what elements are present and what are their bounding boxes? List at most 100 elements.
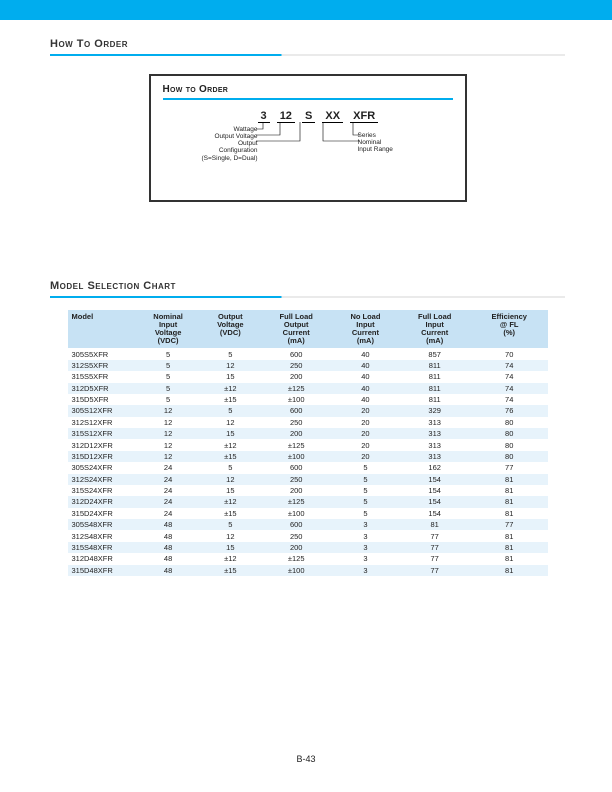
table-cell: ±12: [201, 383, 260, 394]
table-cell: 81: [471, 530, 548, 541]
table-cell: 315S24XFR: [68, 485, 136, 496]
table-cell: 811: [398, 360, 470, 371]
label-input-range: Nominal Input Range: [358, 139, 428, 153]
table-cell: 48: [136, 553, 201, 564]
model-selection-section: Model Selection Chart ModelNominal Input…: [50, 280, 565, 576]
table-cell: 154: [398, 485, 470, 496]
table-cell: 20: [332, 451, 398, 462]
how-to-order-section: How To Order How to Order 3 12 S XX XFR: [50, 38, 565, 202]
table-row: 305S24XFR245600516277: [68, 462, 548, 473]
table-cell: 77: [398, 565, 470, 576]
table-cell: 70: [471, 348, 548, 359]
table-header-cell: Model: [68, 310, 136, 348]
table-cell: 80: [471, 417, 548, 428]
table-header-cell: Nominal Input Voltage (VDC): [136, 310, 201, 348]
table-cell: 315S5XFR: [68, 371, 136, 382]
table-cell: 15: [201, 428, 260, 439]
table-cell: ±125: [260, 553, 332, 564]
table-cell: ±12: [201, 553, 260, 564]
table-cell: ±12: [201, 496, 260, 507]
table-cell: 80: [471, 451, 548, 462]
table-cell: 312S24XFR: [68, 474, 136, 485]
top-stripe: [0, 0, 612, 20]
table-cell: 200: [260, 542, 332, 553]
how-to-order-inner-title: How to Order: [163, 84, 453, 95]
table-cell: 76: [471, 405, 548, 416]
table-cell: 5: [332, 462, 398, 473]
table-cell: 5: [332, 485, 398, 496]
table-cell: 5: [332, 496, 398, 507]
section-heading-model-selection: Model Selection Chart: [50, 280, 565, 292]
table-cell: 313: [398, 417, 470, 428]
table-cell: 15: [201, 371, 260, 382]
table-cell: 811: [398, 394, 470, 405]
table-header-cell: Output Voltage (VDC): [201, 310, 260, 348]
table-cell: 315D24XFR: [68, 508, 136, 519]
table-cell: 811: [398, 383, 470, 394]
table-cell: 3: [332, 565, 398, 576]
table-row: 315S48XFR481520037781: [68, 542, 548, 553]
label-wattage: Wattage: [168, 126, 258, 133]
table-cell: 250: [260, 474, 332, 485]
table-cell: 312D5XFR: [68, 383, 136, 394]
table-cell: ±125: [260, 383, 332, 394]
table-row: 312D24XFR24±12±125515481: [68, 496, 548, 507]
table-head: ModelNominal Input Voltage (VDC)Output V…: [68, 310, 548, 348]
table-cell: ±15: [201, 508, 260, 519]
table-header-row: ModelNominal Input Voltage (VDC)Output V…: [68, 310, 548, 348]
table-cell: 250: [260, 417, 332, 428]
table-cell: 12: [201, 417, 260, 428]
table-cell: 315S48XFR: [68, 542, 136, 553]
table-cell: 312S48XFR: [68, 530, 136, 541]
table-cell: 3: [332, 519, 398, 530]
section-rule-2: [50, 296, 565, 298]
table-cell: 600: [260, 519, 332, 530]
table-cell: 315D48XFR: [68, 565, 136, 576]
table-cell: 20: [332, 405, 398, 416]
table-cell: 40: [332, 371, 398, 382]
table-cell: 12: [136, 428, 201, 439]
table-cell: 3: [332, 542, 398, 553]
table-cell: 811: [398, 371, 470, 382]
table-cell: 40: [332, 383, 398, 394]
table-cell: 313: [398, 439, 470, 450]
table-cell: 5: [136, 371, 201, 382]
table-cell: 305S12XFR: [68, 405, 136, 416]
table-cell: ±100: [260, 565, 332, 576]
table-cell: 12: [201, 530, 260, 541]
section-heading-how-to-order: How To Order: [50, 38, 565, 50]
table-cell: 24: [136, 462, 201, 473]
table-cell: 5: [136, 348, 201, 359]
table-cell: 305S48XFR: [68, 519, 136, 530]
label-output-config: Output Configuration (S=Single, D=Dual): [168, 140, 258, 161]
table-cell: 5: [201, 462, 260, 473]
table-cell: 77: [398, 530, 470, 541]
table-cell: ±15: [201, 451, 260, 462]
table-cell: 200: [260, 371, 332, 382]
table-cell: 81: [471, 553, 548, 564]
label-output-voltage: Output Voltage: [168, 133, 258, 140]
table-cell: 5: [332, 508, 398, 519]
table-row: 305S12XFR1256002032976: [68, 405, 548, 416]
table-row: 305S48XFR48560038177: [68, 519, 548, 530]
table-cell: 40: [332, 348, 398, 359]
table-cell: 600: [260, 405, 332, 416]
table-cell: 312S12XFR: [68, 417, 136, 428]
table-cell: 77: [471, 462, 548, 473]
table-header-cell: Full Load Input Current (mA): [398, 310, 470, 348]
table-row: 312S48XFR481225037781: [68, 530, 548, 541]
table-cell: 3: [332, 553, 398, 564]
table-row: 315D5XFR5±15±1004081174: [68, 394, 548, 405]
table-cell: 24: [136, 496, 201, 507]
table-cell: 3: [332, 530, 398, 541]
table-row: 312D12XFR12±12±1252031380: [68, 439, 548, 450]
table-cell: 5: [136, 383, 201, 394]
table-cell: 81: [471, 508, 548, 519]
table-cell: 12: [136, 439, 201, 450]
table-cell: 48: [136, 519, 201, 530]
table-row: 312D48XFR48±12±12537781: [68, 553, 548, 564]
table-cell: 20: [332, 439, 398, 450]
table-cell: 200: [260, 485, 332, 496]
table-cell: 12: [136, 405, 201, 416]
table-row: 315D12XFR12±15±1002031380: [68, 451, 548, 462]
